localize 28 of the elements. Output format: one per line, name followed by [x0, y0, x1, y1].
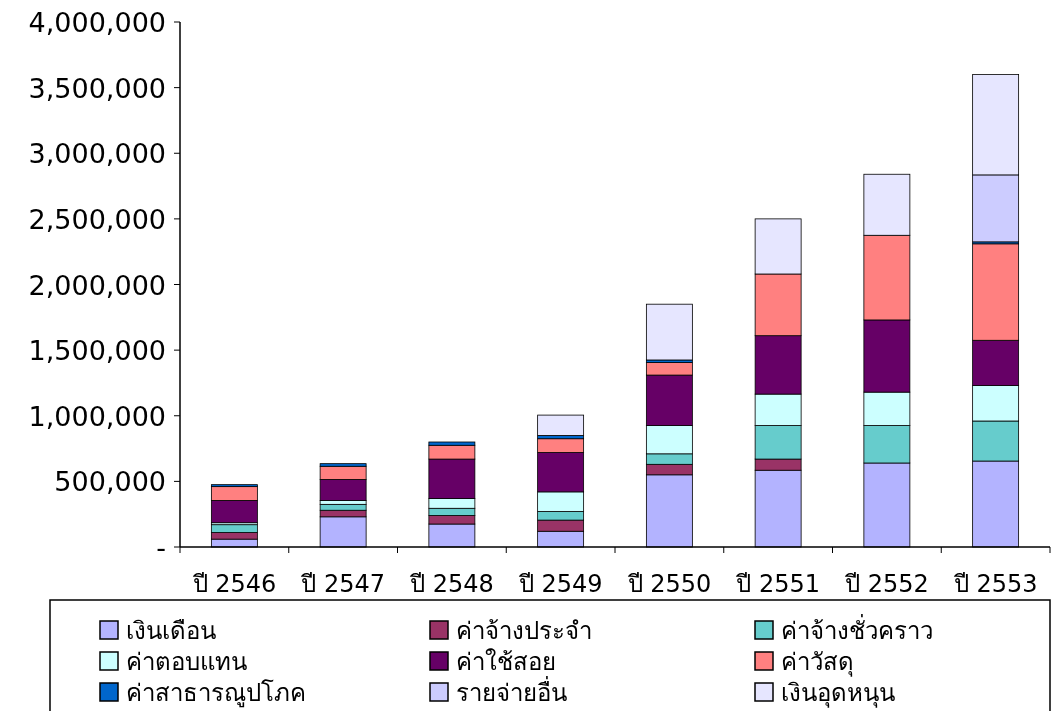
y-tick-label: 3,500,000	[28, 72, 166, 104]
legend-label: รายจ่ายอื่น	[456, 676, 567, 707]
y-tick-label: 3,000,000	[28, 138, 166, 170]
legend-label: ค่าจ้างประจำ	[456, 617, 592, 645]
x-tick-label: ปี 2549	[517, 570, 603, 598]
legend-label: ค่าใช้สอย	[456, 648, 556, 676]
x-tick-label: ปี 2553	[952, 570, 1038, 598]
x-tick-label: ปี 2551	[735, 570, 820, 598]
legend-label: ค่าวัสดุ	[781, 648, 854, 677]
legend-label: ค่าจ้างชั่วคราว	[781, 614, 933, 645]
bar	[645, 303, 693, 361]
y-tick-label: 1,500,000	[28, 335, 166, 367]
x-tick-label: ปี 2552	[844, 570, 929, 598]
x-tick-label: ปี 2548	[409, 570, 494, 598]
x-tick-label: ปี 2546	[191, 570, 277, 598]
y-tick-label: 4,000,000	[28, 7, 166, 38]
legend-label: เงินอุดหนุน	[781, 679, 895, 708]
y-tick-label: 2,000,000	[28, 269, 166, 301]
legend-label: ค่าตอบแทน	[126, 648, 247, 676]
x-tick-label: ปี 2550	[626, 570, 712, 598]
y-tick-label: 500,000	[54, 466, 166, 498]
y-tick-label: -	[156, 532, 166, 563]
y-tick-label: 2,500,000	[28, 203, 166, 235]
bar	[537, 414, 585, 436]
legend-label: เงินเดือน	[126, 617, 216, 645]
legend-label: ค่าสาธารณูปโภค	[126, 679, 306, 708]
x-tick-label: ปี 2547	[300, 570, 385, 598]
y-tick-label: 1,000,000	[28, 400, 166, 432]
